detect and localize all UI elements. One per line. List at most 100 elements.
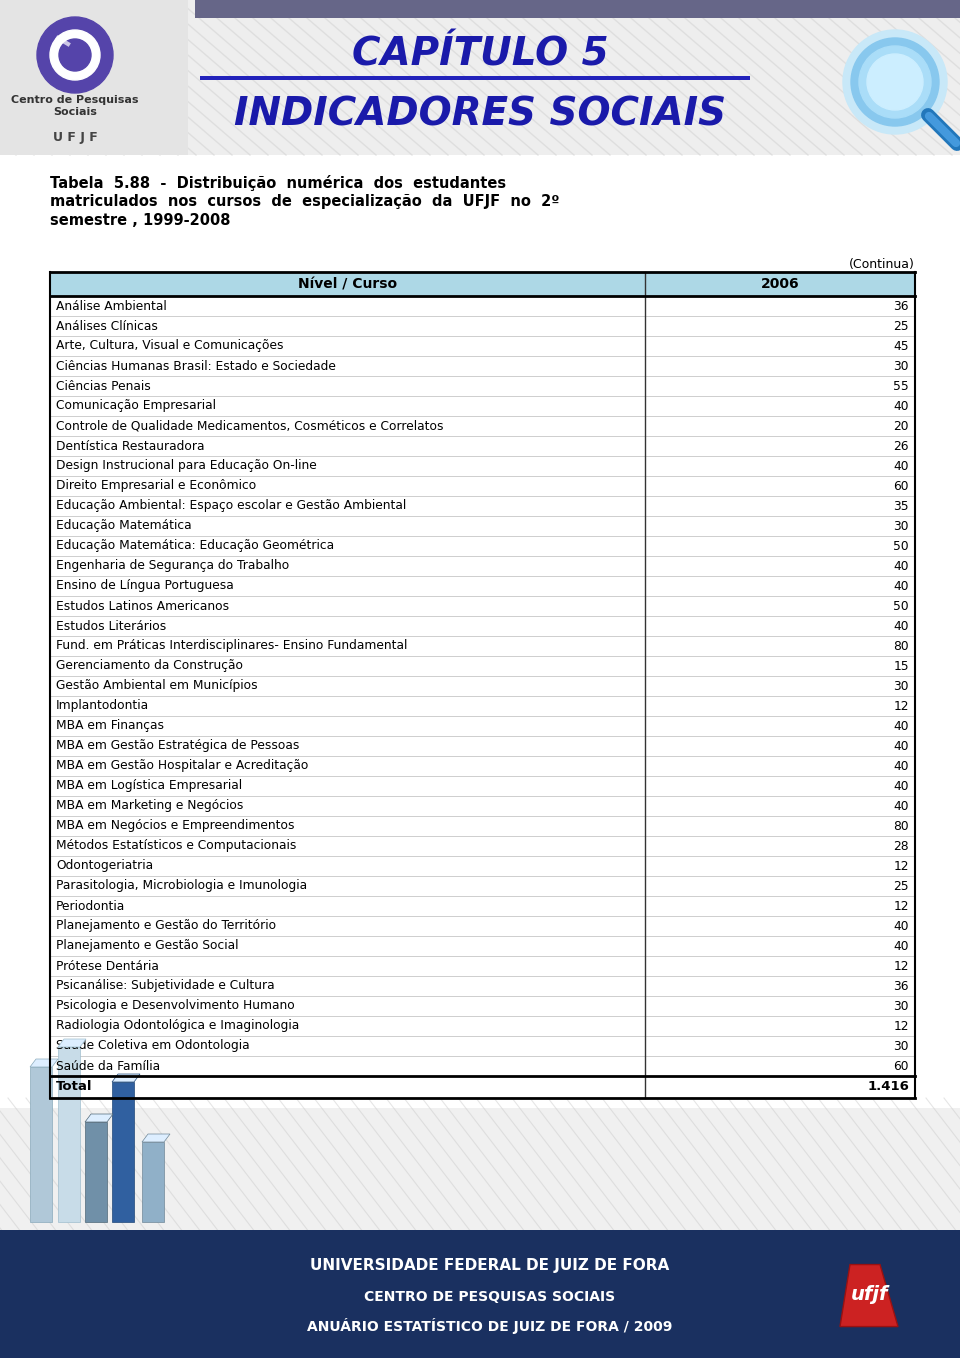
Text: 12: 12 [894,899,909,913]
Bar [0,0,960,155]
Text: Prótese Dentária: Prótese Dentária [56,960,158,972]
Text: 30: 30 [894,999,909,1013]
Polygon shape [30,1059,58,1067]
Text: Gestão Ambiental em Municípios: Gestão Ambiental em Municípios [56,679,257,693]
Bar [0,0,188,155]
Polygon shape [142,1134,170,1142]
Text: (Continua): (Continua) [850,258,915,272]
Text: MBA em Logística Empresarial: MBA em Logística Empresarial [56,779,242,793]
Text: Planejamento e Gestão Social: Planejamento e Gestão Social [56,940,238,952]
Bar [0,1230,960,1358]
Text: 40: 40 [894,779,909,793]
Text: 36: 36 [894,979,909,993]
Bar [50,272,915,296]
Bar [0,1230,960,1358]
Text: Comunicação Empresarial: Comunicação Empresarial [56,399,216,413]
Text: 40: 40 [894,919,909,933]
Text: Radiologia Odontológica e Imaginologia: Radiologia Odontológica e Imaginologia [56,1020,300,1032]
Text: 40: 40 [894,559,909,573]
Circle shape [843,30,947,134]
Text: 60: 60 [894,1059,909,1073]
Text: MBA em Negócios e Empreendimentos: MBA em Negócios e Empreendimentos [56,819,295,832]
Text: 40: 40 [894,940,909,952]
Text: CENTRO DE PESQUISAS SOCIAIS: CENTRO DE PESQUISAS SOCIAIS [365,1290,615,1304]
Text: 30: 30 [894,360,909,372]
Text: matriculados  nos  cursos  de  especialização  da  UFJF  no  2º: matriculados nos cursos de especializaçã… [50,194,560,209]
Text: 30: 30 [894,520,909,532]
Circle shape [867,54,923,110]
Polygon shape [58,1039,86,1047]
Text: semestre , 1999-2008: semestre , 1999-2008 [50,213,230,228]
Circle shape [851,38,939,126]
Text: Saúde da Família: Saúde da Família [56,1059,160,1073]
Text: Sociais: Sociais [53,107,97,117]
Text: Planejamento e Gestão do Território: Planejamento e Gestão do Território [56,919,276,933]
Text: Fund. em Práticas Interdisciplinares- Ensino Fundamental: Fund. em Práticas Interdisciplinares- En… [56,640,407,652]
Text: 1.416: 1.416 [867,1081,909,1093]
Text: CAPÍTULO 5: CAPÍTULO 5 [351,37,609,73]
Text: 55: 55 [893,379,909,392]
Text: U F J F: U F J F [53,132,97,144]
Text: Parasitologia, Microbiologia e Imunologia: Parasitologia, Microbiologia e Imunologi… [56,880,307,892]
Text: MBA em Finanças: MBA em Finanças [56,720,164,732]
Text: 40: 40 [894,459,909,473]
Circle shape [859,46,931,118]
Text: Análises Clínicas: Análises Clínicas [56,319,157,333]
Text: Engenharia de Segurança do Trabalho: Engenharia de Segurança do Trabalho [56,559,289,573]
Text: Educação Matemática: Educação Geométrica: Educação Matemática: Educação Geométrica [56,539,334,553]
Bar [58,1047,80,1222]
Text: UNIVERSIDADE FEDERAL DE JUIZ DE FORA: UNIVERSIDADE FEDERAL DE JUIZ DE FORA [310,1259,670,1274]
Text: Gerenciamento da Construção: Gerenciamento da Construção [56,660,243,672]
Text: Ciências Penais: Ciências Penais [56,379,151,392]
Text: 60: 60 [894,479,909,493]
Text: MBA em Gestão Hospitalar e Acreditação: MBA em Gestão Hospitalar e Acreditação [56,759,308,773]
Bar [200,76,750,80]
Text: MBA em Marketing e Negócios: MBA em Marketing e Negócios [56,800,244,812]
Text: Métodos Estatísticos e Computacionais: Métodos Estatísticos e Computacionais [56,839,297,853]
Text: 30: 30 [894,1039,909,1052]
Text: 30: 30 [894,679,909,693]
Text: 12: 12 [894,960,909,972]
Text: Educação Ambiental: Espaço escolar e Gestão Ambiental: Educação Ambiental: Espaço escolar e Ges… [56,500,406,512]
Circle shape [37,18,113,92]
Text: 28: 28 [894,839,909,853]
Text: Psicologia e Desenvolvimento Humano: Psicologia e Desenvolvimento Humano [56,999,295,1013]
Text: Dentística Restauradora: Dentística Restauradora [56,440,204,452]
Text: Controle de Qualidade Medicamentos, Cosméticos e Correlatos: Controle de Qualidade Medicamentos, Cosm… [56,420,444,432]
Text: Saúde Coletiva em Odontologia: Saúde Coletiva em Odontologia [56,1039,250,1052]
Text: 26: 26 [894,440,909,452]
Text: Direito Empresarial e Econômico: Direito Empresarial e Econômico [56,479,256,493]
Text: 40: 40 [894,740,909,752]
Text: 35: 35 [894,500,909,512]
Bar [30,1067,52,1222]
Polygon shape [840,1264,898,1327]
Text: 80: 80 [894,819,909,832]
Text: Implantodontia: Implantodontia [56,699,149,713]
Text: 2006: 2006 [760,277,800,291]
Text: Centro de Pesquisas: Centro de Pesquisas [12,95,139,105]
Text: 20: 20 [894,420,909,432]
Bar [0,1108,960,1230]
Text: Análise Ambiental: Análise Ambiental [56,300,167,312]
Text: 25: 25 [894,880,909,892]
Text: 40: 40 [894,720,909,732]
Text: MBA em Gestão Estratégica de Pessoas: MBA em Gestão Estratégica de Pessoas [56,740,300,752]
Text: Design Instrucional para Educação On-line: Design Instrucional para Educação On-lin… [56,459,317,473]
Circle shape [50,30,100,80]
Text: Tabela  5.88  -  Distribuição  numérica  dos  estudantes: Tabela 5.88 - Distribuição numérica dos … [50,175,506,191]
Text: 40: 40 [894,399,909,413]
Text: Nível / Curso: Nível / Curso [298,277,397,291]
Text: Ensino de Língua Portuguesa: Ensino de Língua Portuguesa [56,580,233,592]
Text: Estudos Literários: Estudos Literários [56,619,166,633]
Bar [85,1122,107,1222]
Text: 40: 40 [894,619,909,633]
Polygon shape [85,1114,113,1122]
Text: 80: 80 [894,640,909,652]
Text: Psicanálise: Subjetividade e Cultura: Psicanálise: Subjetividade e Cultura [56,979,275,993]
Text: 50: 50 [894,599,909,612]
Text: INDICADORES SOCIAIS: INDICADORES SOCIAIS [234,96,726,134]
Text: 50: 50 [894,539,909,553]
Text: 15: 15 [894,660,909,672]
Bar [195,0,960,18]
Text: 40: 40 [894,800,909,812]
